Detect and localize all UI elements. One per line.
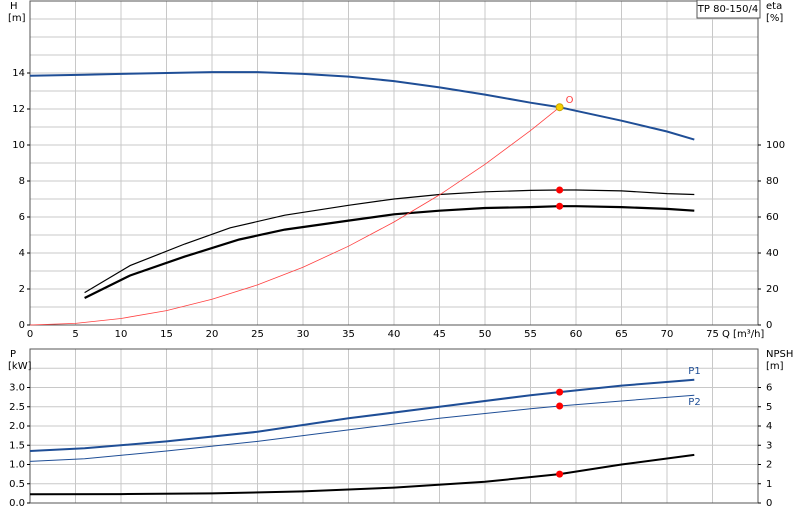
title-box: [696, 0, 761, 19]
y-tick-label: 14: [12, 68, 25, 79]
curve: [29, 378, 695, 452]
y2-tick-label: 4: [766, 421, 772, 432]
curve: [29, 106, 560, 326]
y-tick-label: 10: [12, 140, 25, 151]
x-tick-label: 40: [388, 329, 401, 340]
y2-axis-label: NPSH: [766, 349, 793, 360]
operating-point: [556, 202, 564, 210]
x-tick-label: 30: [297, 329, 310, 340]
y2-tick-label: 0: [766, 320, 772, 331]
curve: [29, 453, 695, 496]
y-tick-label: 0.0: [9, 498, 25, 509]
x-tick-label: 35: [342, 329, 355, 340]
x-tick-label: 45: [433, 329, 446, 340]
curve-label: P2: [688, 397, 700, 408]
operating-point: [555, 103, 564, 112]
y-tick-label: 12: [12, 104, 25, 115]
y-tick-label: 4: [19, 248, 25, 259]
curve: [29, 394, 695, 462]
curve-label: P1: [688, 366, 700, 377]
y2-tick-label: 2: [766, 460, 772, 471]
y2-axis-unit: [%]: [766, 13, 783, 24]
y2-tick-label: 5: [766, 402, 772, 413]
x-tick-label: 5: [72, 329, 78, 340]
y-tick-label: 8: [19, 176, 25, 187]
y-axis-label: P: [10, 349, 16, 360]
y-tick-label: 0: [19, 320, 25, 331]
y2-tick-label: 100: [766, 140, 785, 151]
x-tick-label: 25: [251, 329, 264, 340]
x-tick-label: 60: [570, 329, 583, 340]
curve: [84, 205, 695, 299]
y-tick-label: 3.0: [9, 383, 25, 394]
y-axis-unit: [m]: [8, 13, 26, 24]
x-tick-label: 20: [206, 329, 219, 340]
y-tick-label: 2.0: [9, 421, 25, 432]
y2-tick-label: 6: [766, 383, 772, 394]
operating-point: [556, 388, 564, 396]
y-tick-label: 2.5: [9, 402, 25, 413]
annotation: O: [566, 95, 574, 106]
y-tick-label: 1.0: [9, 460, 25, 471]
y-tick-label: 0.5: [9, 479, 25, 490]
y2-tick-label: 0: [766, 498, 772, 509]
operating-point: [556, 402, 564, 410]
chart-title: TP 80-150/4: [697, 4, 758, 15]
y2-axis-unit: [m]: [766, 361, 784, 372]
y2-tick-label: 60: [766, 212, 779, 223]
y-tick-label: 1.5: [9, 440, 25, 451]
y-tick-label: 2: [19, 284, 25, 295]
y-tick-label: 6: [19, 212, 25, 223]
operating-point: [556, 470, 564, 478]
x-tick-label: 50: [479, 329, 492, 340]
operating-point: [556, 186, 564, 194]
y2-tick-label: 1: [766, 479, 772, 490]
y2-axis-label: eta: [766, 1, 782, 12]
x-tick-label: 70: [661, 329, 674, 340]
x-tick-label: 65: [615, 329, 628, 340]
y2-tick-label: 40: [766, 248, 779, 259]
x-axis-label: Q [m³/h]: [722, 329, 764, 340]
y2-tick-label: 20: [766, 284, 779, 295]
y-axis-label: H: [10, 1, 18, 12]
x-tick-label: 55: [524, 329, 537, 340]
curve: [29, 71, 695, 141]
y2-tick-label: 3: [766, 440, 772, 451]
plot-frame: [29, 0, 759, 326]
x-tick-label: 10: [115, 329, 128, 340]
y2-tick-label: 80: [766, 176, 779, 187]
x-tick-label: 0: [27, 329, 33, 340]
x-tick-label: 15: [160, 329, 173, 340]
x-tick-label: 75: [706, 329, 719, 340]
y-axis-unit: [kW]: [8, 361, 32, 372]
